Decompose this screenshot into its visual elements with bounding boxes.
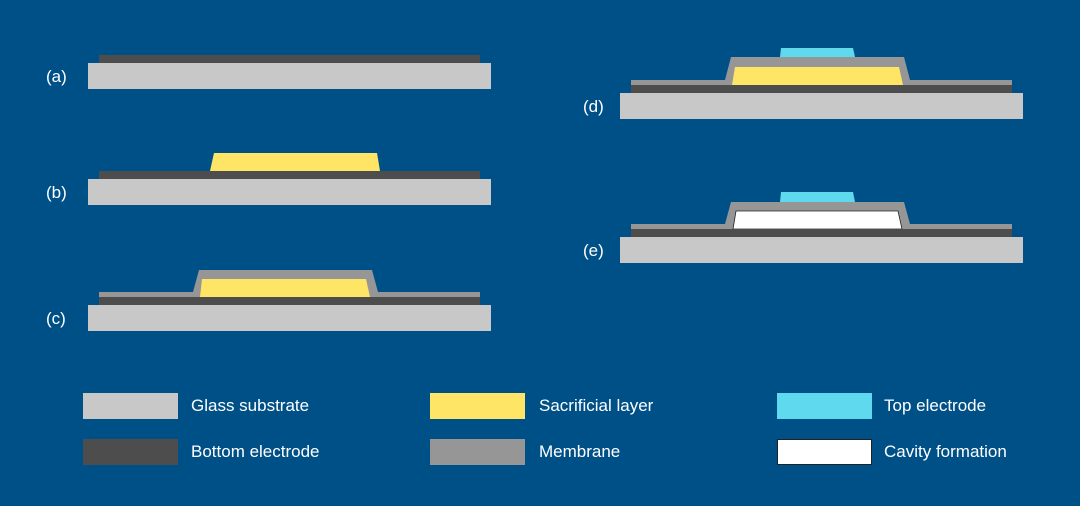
bottom-electrode: [99, 171, 480, 179]
legend-label-bottom-electrode: Bottom electrode: [191, 442, 320, 461]
sacrificial-layer: [210, 153, 380, 171]
legend-label-sacrificial-layer: Sacrificial layer: [539, 396, 654, 415]
sacrificial-layer: [200, 279, 370, 297]
step-label-b: (b): [46, 183, 67, 202]
glass-substrate: [88, 63, 491, 89]
bottom-electrode: [99, 55, 480, 63]
legend-label-cavity-formation: Cavity formation: [884, 442, 1007, 461]
legend-label-glass-substrate: Glass substrate: [191, 396, 310, 415]
glass-substrate: [88, 179, 491, 205]
step-b: (b): [46, 153, 491, 205]
bottom-electrode: [99, 297, 480, 305]
step-label-c: (c): [46, 309, 66, 328]
step-d: (d): [583, 48, 1023, 119]
bottom-electrode: [631, 229, 1012, 237]
legend-swatch-cavity-formation: [777, 439, 872, 465]
step-a: (a): [46, 55, 491, 89]
glass-substrate: [620, 93, 1023, 119]
legend-swatch-glass-substrate: [83, 393, 178, 419]
step-c: (c): [46, 270, 491, 331]
legend-swatch-membrane: [430, 439, 525, 465]
sacrificial-layer: [732, 67, 903, 85]
legend-swatch-bottom-electrode: [83, 439, 178, 465]
top-electrode: [780, 48, 855, 57]
glass-substrate: [620, 237, 1023, 263]
legend-label-membrane: Membrane: [539, 442, 621, 461]
step-label-e: (e): [583, 241, 604, 260]
step-e: (e): [583, 192, 1023, 263]
glass-substrate: [88, 305, 491, 331]
step-label-a: (a): [46, 67, 67, 86]
bottom-electrode: [631, 85, 1012, 93]
legend-swatch-top-electrode: [777, 393, 872, 419]
legend-swatch-sacrificial-layer: [430, 393, 525, 419]
top-electrode: [780, 192, 855, 202]
step-label-d: (d): [583, 97, 604, 116]
cavity: [732, 210, 903, 230]
legend-label-top-electrode: Top electrode: [884, 396, 987, 415]
